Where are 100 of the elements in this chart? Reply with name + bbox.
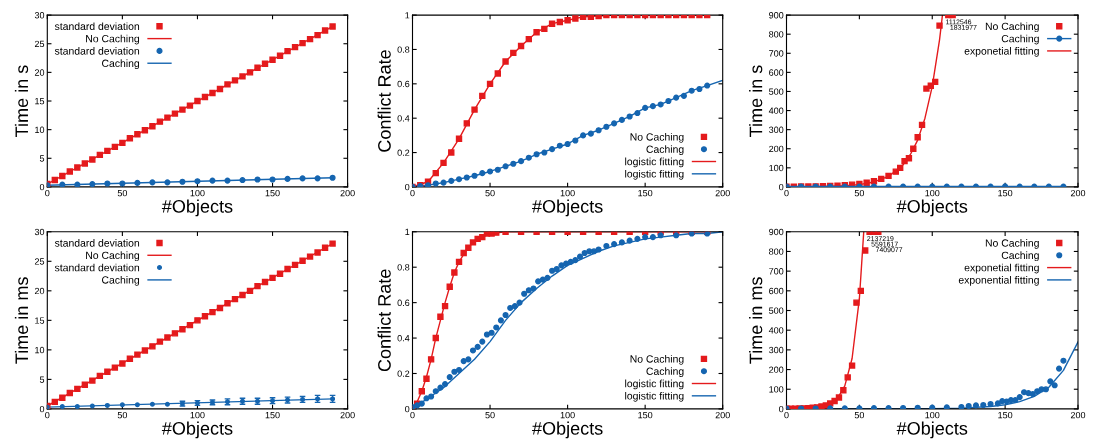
y-tick-label: 15 — [35, 98, 45, 105]
legend-label: Caching — [102, 59, 140, 70]
y-tick-label: 400 — [768, 107, 784, 114]
x-tick-label: 100 — [925, 189, 940, 197]
legend-label: No Caching — [86, 34, 140, 45]
x-tick-label: 50 — [485, 411, 495, 419]
legend-label: Caching — [102, 276, 140, 286]
legend-label: logistic fitting — [625, 391, 684, 402]
x-tick-label: 0 — [784, 411, 789, 419]
y-tick-label: 800 — [769, 248, 784, 255]
x-tick-label: 200 — [1070, 189, 1086, 197]
y-tick-label: 0.6 — [397, 299, 410, 306]
legend-label: Caching — [646, 145, 684, 155]
y-tick-label: 0.8 — [397, 46, 410, 53]
x-tick-label: 0 — [410, 411, 415, 419]
y-tick-label: 900 — [769, 228, 784, 236]
x-tick-label: 50 — [854, 411, 865, 419]
y-axis-title: Time in ms — [749, 277, 763, 364]
y-tick-label: 1 — [405, 228, 410, 236]
x-tick-label: 50 — [854, 189, 865, 197]
x-axis-title: #Objects — [161, 421, 233, 439]
x-tick-label: 200 — [340, 411, 355, 419]
x-axis-title: #Objects — [896, 421, 968, 439]
y-tick-label: 600 — [769, 69, 784, 76]
x-tick-label: 150 — [998, 189, 1013, 197]
x-tick-label: 150 — [638, 189, 653, 197]
y-tick-label: 10 — [35, 126, 45, 134]
y-tick-label: 700 — [769, 50, 784, 57]
y-tick-label: 0 — [405, 405, 410, 413]
x-axis-title: #Objects — [532, 421, 603, 439]
y-tick-label: 0.2 — [397, 149, 410, 156]
legend-label: standard deviation — [54, 47, 140, 55]
legend-label: standard deviation — [54, 22, 140, 31]
y-tick-label: 300 — [769, 126, 784, 134]
y-tick-label: 100 — [769, 386, 784, 393]
x-tick-label: 150 — [265, 411, 280, 419]
y-tick-label: 20 — [34, 287, 45, 295]
y-tick-label: 600 — [769, 287, 784, 295]
y-tick-label: 400 — [768, 327, 784, 334]
y-tick-label: 800 — [769, 31, 784, 38]
legend-label: Caching — [1001, 34, 1039, 45]
y-tick-label: 0 — [779, 183, 784, 191]
y-tick-label: 500 — [769, 307, 784, 314]
legend-label: logistic fitting — [625, 157, 684, 168]
x-axis-title: #Objects — [896, 199, 968, 217]
legend-label: No Caching — [985, 239, 1039, 249]
y-tick-label: 500 — [769, 88, 784, 95]
y-tick-label: 0 — [39, 405, 45, 413]
y-tick-label: 5 — [39, 155, 45, 162]
y-tick-label: 0.4 — [397, 115, 410, 122]
legend-label: standard deviation — [54, 263, 140, 272]
x-tick-label: 100 — [190, 189, 205, 197]
x-tick-label: 150 — [638, 411, 653, 419]
x-tick-label: 100 — [190, 411, 205, 419]
x-tick-label: 50 — [117, 411, 128, 419]
legend-label: standard deviation — [54, 239, 140, 247]
x-tick-label: 200 — [715, 189, 730, 197]
x-tick-label: 100 — [560, 189, 575, 197]
y-tick-label: 15 — [35, 317, 45, 324]
x-tick-label: 100 — [925, 411, 940, 419]
y-tick-label: 30 — [34, 12, 45, 19]
legend-label: logistic fitting — [625, 379, 684, 390]
x-axis-title: #Objects — [161, 199, 233, 217]
x-tick-label: 0 — [45, 189, 50, 197]
x-tick-label: 0 — [410, 189, 415, 197]
y-tick-label: 0 — [779, 405, 784, 413]
x-tick-label: 50 — [117, 189, 128, 197]
y-axis-title: Conflict Rate — [377, 50, 391, 152]
y-tick-label: 5 — [39, 376, 45, 383]
y-tick-label: 0.2 — [397, 370, 410, 377]
y-tick-label: 0.6 — [397, 80, 410, 88]
legend-label: exponential fitting — [958, 276, 1039, 286]
y-tick-label: 700 — [769, 268, 784, 275]
y-tick-label: 0.8 — [397, 264, 410, 271]
x-axis-title: #Objects — [532, 199, 603, 217]
legend-label: No Caching — [86, 251, 140, 262]
y-tick-label: 0.4 — [397, 335, 410, 342]
x-tick-label: 0 — [784, 189, 789, 197]
y-tick-label: 0 — [405, 183, 410, 191]
x-tick-label: 200 — [340, 189, 355, 197]
x-tick-label: 200 — [1070, 411, 1086, 419]
y-tick-label: 900 — [769, 12, 784, 19]
legend-label: exponetial fitting — [964, 263, 1039, 274]
y-tick-label: 300 — [769, 346, 784, 354]
y-tick-label: 20 — [34, 69, 45, 76]
y-tick-label: 100 — [769, 164, 784, 172]
y-tick-label: 10 — [35, 346, 45, 354]
x-tick-label: 200 — [715, 411, 730, 419]
legend-label: exponetial fitting — [964, 47, 1039, 57]
y-tick-label: 200 — [769, 145, 784, 153]
x-tick-label: 150 — [265, 189, 280, 197]
x-tick-label: 50 — [485, 189, 495, 197]
y-tick-label: 25 — [34, 40, 45, 48]
legend-label: Caching — [646, 367, 684, 377]
legend-label: No Caching — [985, 22, 1039, 33]
y-tick-label: 0 — [39, 183, 45, 191]
x-tick-label: 100 — [560, 411, 575, 419]
y-axis-title: Time in s — [749, 65, 763, 137]
y-tick-label: 30 — [34, 228, 45, 236]
x-tick-label: 150 — [998, 411, 1013, 419]
